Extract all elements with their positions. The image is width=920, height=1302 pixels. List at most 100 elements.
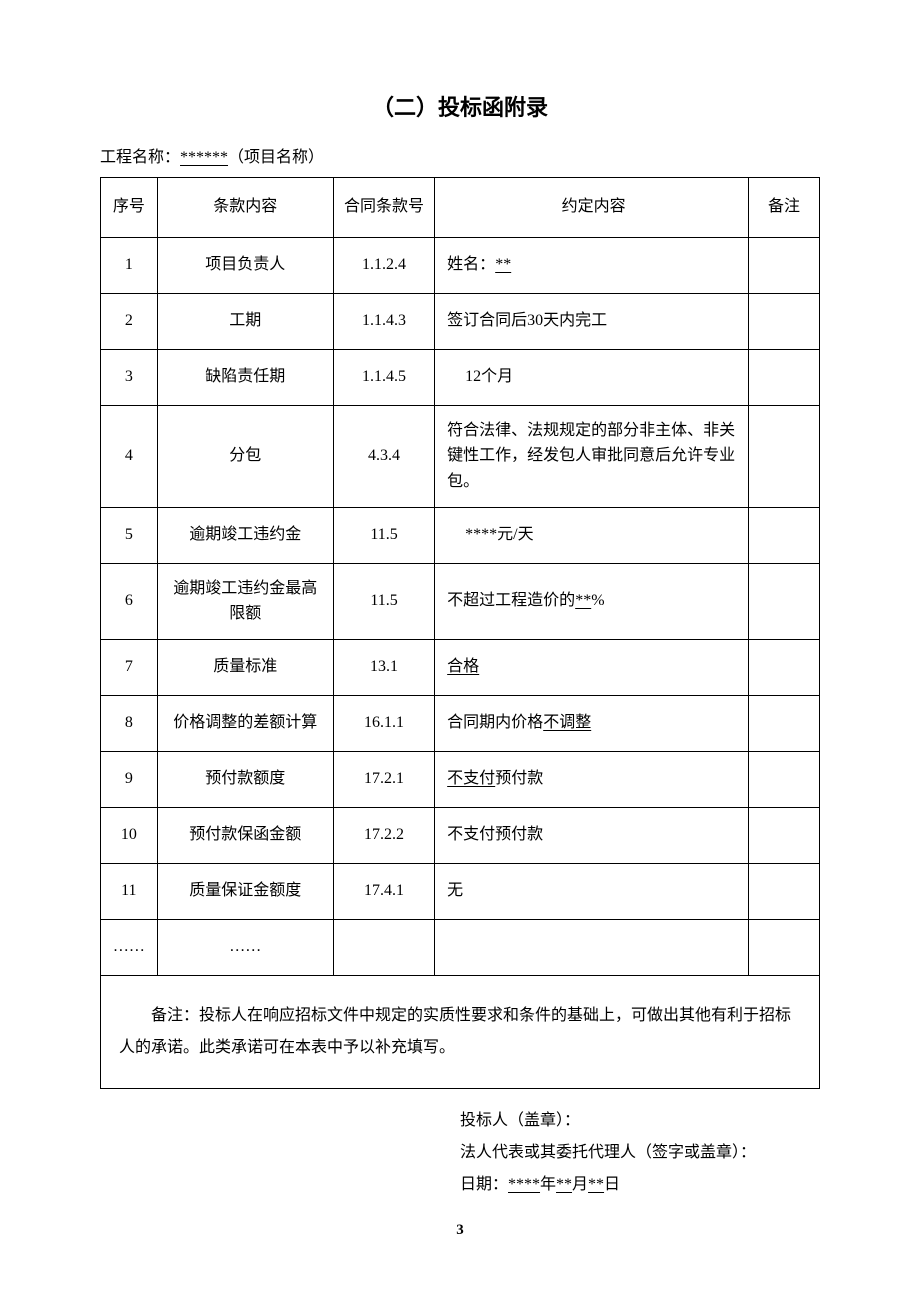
cell-content: 不支付预付款	[435, 807, 749, 863]
cell-content-value: 合格	[447, 658, 479, 675]
cell-item: 质量标准	[157, 639, 333, 695]
cell-content: 符合法律、法规规定的部分非主体、非关键性工作，经发包人审批同意后允许专业包。	[435, 405, 749, 507]
cell-item: ……	[157, 919, 333, 975]
cell-content-prefix: 符合法律、法规规定的部分非主体、非关键性工作，经发包人审批同意后允许专业包。	[447, 422, 735, 490]
cell-no: 10	[101, 807, 158, 863]
cell-content-value: **	[575, 592, 591, 609]
cell-content: 不支付预付款	[435, 751, 749, 807]
cell-no: 3	[101, 349, 158, 405]
cell-clause: 1.1.2.4	[333, 237, 434, 293]
cell-clause: 1.1.4.5	[333, 349, 434, 405]
cell-item: 逾期竣工违约金	[157, 507, 333, 563]
cell-content-value: 不支付	[447, 770, 495, 787]
date-month: **	[556, 1176, 572, 1193]
table-row: 1项目负责人1.1.2.4姓名：**	[101, 237, 820, 293]
cell-remark	[749, 863, 820, 919]
cell-item: 缺陷责任期	[157, 349, 333, 405]
cell-clause: 13.1	[333, 639, 434, 695]
cell-content-prefix: 签订合同后30天内完工	[447, 312, 607, 329]
cell-content-prefix: 不支付预付款	[447, 826, 543, 843]
cell-remark	[749, 507, 820, 563]
cell-content-value: 不调整	[543, 714, 591, 731]
cell-remark	[749, 695, 820, 751]
project-name-label: 工程名称：	[100, 149, 180, 166]
cell-content-suffix: 预付款	[495, 770, 543, 787]
cell-content: 姓名：**	[435, 237, 749, 293]
cell-content-prefix: 无	[447, 882, 463, 899]
cell-clause: 1.1.4.3	[333, 293, 434, 349]
cell-remark	[749, 293, 820, 349]
cell-item: 逾期竣工违约金最高限额	[157, 563, 333, 639]
col-remark-header: 备注	[749, 177, 820, 237]
cell-clause: 17.2.2	[333, 807, 434, 863]
cell-remark	[749, 807, 820, 863]
cell-content-suffix: %	[591, 592, 604, 609]
cell-item: 工期	[157, 293, 333, 349]
signature-bidder: 投标人（盖章）：	[460, 1105, 820, 1137]
col-clause-header: 合同条款号	[333, 177, 434, 237]
cell-content: 12个月	[435, 349, 749, 405]
signature-rep: 法人代表或其委托代理人（签字或盖章）：	[460, 1137, 820, 1169]
date-year: ****	[508, 1176, 540, 1193]
cell-no: 8	[101, 695, 158, 751]
cell-clause: 17.4.1	[333, 863, 434, 919]
table-row: 4分包4.3.4符合法律、法规规定的部分非主体、非关键性工作，经发包人审批同意后…	[101, 405, 820, 507]
table-row: 5逾期竣工违约金11.5 ****元/天	[101, 507, 820, 563]
cell-no: 9	[101, 751, 158, 807]
cell-clause: 16.1.1	[333, 695, 434, 751]
table-row: 10预付款保函金额17.2.2 不支付预付款	[101, 807, 820, 863]
cell-remark	[749, 563, 820, 639]
cell-content-value: **	[495, 256, 511, 273]
cell-remark	[749, 919, 820, 975]
cell-content-prefix: 姓名：	[447, 256, 495, 273]
cell-content: 合格	[435, 639, 749, 695]
cell-no: 6	[101, 563, 158, 639]
cell-no: 1	[101, 237, 158, 293]
cell-content: 无	[435, 863, 749, 919]
cell-remark	[749, 349, 820, 405]
cell-clause: 17.2.1	[333, 751, 434, 807]
cell-content: ****元/天	[435, 507, 749, 563]
project-name-line: 工程名称：******（项目名称）	[100, 145, 820, 171]
cell-clause	[333, 919, 434, 975]
date-label: 日期：	[460, 1176, 508, 1193]
cell-item: 预付款额度	[157, 751, 333, 807]
table-row: 8价格调整的差额计算16.1.1合同期内价格不调整	[101, 695, 820, 751]
cell-content: 合同期内价格不调整	[435, 695, 749, 751]
cell-no: ……	[101, 919, 158, 975]
cell-clause: 11.5	[333, 563, 434, 639]
cell-item: 分包	[157, 405, 333, 507]
cell-clause: 11.5	[333, 507, 434, 563]
table-row: …………	[101, 919, 820, 975]
date-day: **	[588, 1176, 604, 1193]
table-row: 11质量保证金额度17.4.1无	[101, 863, 820, 919]
project-name-value: ******	[180, 149, 228, 166]
cell-content	[435, 919, 749, 975]
note-cell: 备注：投标人在响应招标文件中规定的实质性要求和条件的基础上，可做出其他有利于招标…	[101, 975, 820, 1088]
col-content-header: 约定内容	[435, 177, 749, 237]
col-no-header: 序号	[101, 177, 158, 237]
table-row: 7质量标准13.1 合格	[101, 639, 820, 695]
cell-item: 价格调整的差额计算	[157, 695, 333, 751]
cell-no: 7	[101, 639, 158, 695]
cell-item: 项目负责人	[157, 237, 333, 293]
table-row: 6逾期竣工违约金最高限额11.5不超过工程造价的**%	[101, 563, 820, 639]
project-name-hint: （项目名称）	[228, 149, 324, 166]
cell-content-value: ****元/天	[465, 526, 533, 543]
table-row: 3缺陷责任期1.1.4.5 12个月	[101, 349, 820, 405]
cell-no: 4	[101, 405, 158, 507]
cell-no: 5	[101, 507, 158, 563]
cell-remark	[749, 639, 820, 695]
cell-item: 预付款保函金额	[157, 807, 333, 863]
cell-clause: 4.3.4	[333, 405, 434, 507]
date-year-suffix: 年	[540, 1176, 556, 1193]
signature-date: 日期：****年**月**日	[460, 1169, 820, 1201]
table-row: 2工期1.1.4.3 签订合同后30天内完工	[101, 293, 820, 349]
cell-no: 2	[101, 293, 158, 349]
bid-appendix-table: 序号 条款内容 合同条款号 约定内容 备注 1项目负责人1.1.2.4姓名：**…	[100, 177, 820, 1089]
date-day-suffix: 日	[604, 1176, 620, 1193]
cell-content-value: 12个月	[465, 368, 513, 385]
note-row: 备注：投标人在响应招标文件中规定的实质性要求和条件的基础上，可做出其他有利于招标…	[101, 975, 820, 1088]
col-item-header: 条款内容	[157, 177, 333, 237]
cell-remark	[749, 405, 820, 507]
